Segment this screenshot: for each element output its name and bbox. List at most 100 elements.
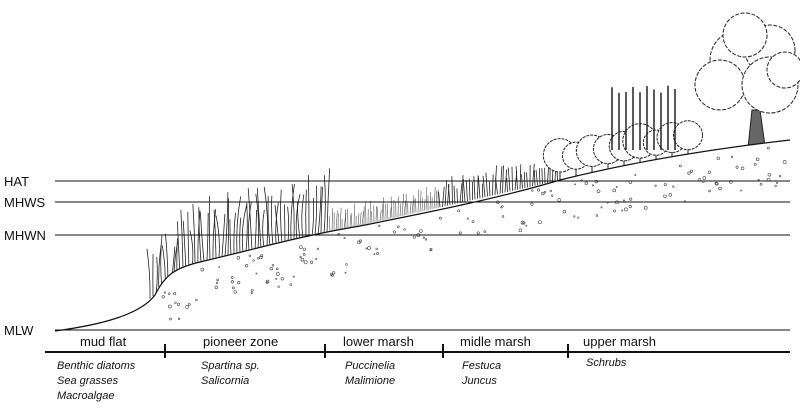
soil-dot	[375, 247, 379, 251]
soil-dot	[231, 286, 235, 290]
grass	[314, 185, 318, 236]
soil-dot	[522, 221, 526, 225]
soil-dot	[756, 157, 760, 161]
soil-dot	[299, 255, 302, 259]
soil-dot	[373, 253, 376, 256]
grass	[328, 216, 331, 233]
soil-dot	[260, 254, 264, 258]
soil-dot	[476, 231, 480, 235]
soil-dot	[245, 264, 249, 268]
species: Salicornia	[201, 375, 249, 387]
grass	[345, 209, 347, 229]
soil-dot	[779, 175, 782, 178]
soil-dot	[422, 236, 425, 239]
soil-dot	[466, 217, 469, 220]
level-label: HAT	[4, 174, 29, 189]
soil-dot	[269, 267, 273, 271]
species: Benthic diatoms	[57, 360, 136, 372]
grass	[245, 202, 248, 252]
tree-trunk	[747, 109, 766, 149]
soil-dot	[584, 181, 588, 185]
soil-dot	[663, 194, 667, 198]
rush	[459, 183, 463, 203]
soil-dot	[668, 193, 673, 197]
rush	[526, 172, 528, 188]
soil-dot	[173, 292, 177, 296]
rush	[511, 166, 513, 191]
grass	[155, 256, 158, 295]
soil-dot	[596, 189, 601, 194]
soil-dot	[714, 181, 718, 186]
species: Festuca	[462, 360, 501, 372]
grass	[254, 209, 257, 250]
grass	[274, 204, 280, 245]
soil-dot	[557, 198, 561, 202]
soil-dot	[740, 189, 743, 192]
grass	[415, 198, 417, 213]
rush	[506, 177, 508, 192]
grass	[262, 209, 265, 248]
rush	[465, 179, 468, 202]
soil-dot	[218, 266, 221, 268]
soil-dot	[612, 209, 616, 213]
grass	[270, 195, 274, 246]
grass	[241, 203, 248, 253]
grass	[311, 197, 315, 237]
grass	[386, 203, 389, 220]
grass	[213, 209, 217, 259]
soil-dot	[300, 257, 305, 262]
grass	[375, 206, 377, 222]
soil-dot	[629, 197, 633, 201]
grass	[160, 235, 163, 290]
rush	[515, 166, 518, 190]
soil-dot	[250, 292, 253, 295]
soil-dot	[728, 180, 733, 184]
soil-dot	[367, 246, 371, 250]
ground-profile	[54, 139, 791, 332]
soil-dot	[628, 204, 632, 209]
soil-dot	[708, 189, 711, 193]
soil-dot	[275, 267, 279, 271]
soil-dot	[412, 235, 416, 239]
soil-dot	[292, 275, 295, 278]
grass	[361, 210, 365, 226]
soil-dot	[230, 276, 234, 279]
rush	[456, 188, 458, 204]
grass	[208, 196, 211, 260]
soil-dot	[471, 220, 475, 223]
soil-dot	[595, 214, 599, 217]
soil-dot	[215, 281, 219, 285]
grass	[247, 188, 253, 251]
soil-dot	[690, 169, 694, 173]
soil-dot	[168, 304, 172, 309]
soil-dot	[577, 216, 580, 219]
species: Macroalgae	[57, 390, 114, 402]
grass	[275, 202, 279, 245]
rush	[453, 185, 456, 204]
soil-dot	[531, 189, 534, 192]
soil-dot	[715, 182, 719, 186]
rush	[477, 175, 479, 199]
soil-dot	[343, 236, 346, 240]
grass	[301, 194, 305, 239]
grass	[371, 211, 373, 223]
soil-dot	[574, 183, 576, 186]
soil-dot	[775, 181, 778, 184]
grass	[435, 190, 437, 209]
rush	[538, 168, 541, 185]
soil-dot	[419, 229, 423, 233]
soil-dot	[767, 172, 772, 177]
soil-dot	[458, 231, 462, 235]
grass	[267, 196, 271, 247]
grass	[233, 212, 236, 255]
grass	[256, 188, 262, 249]
grass	[376, 206, 379, 222]
soil-dot	[365, 247, 368, 250]
soil-dot	[500, 206, 503, 209]
soil-dot	[271, 264, 275, 267]
soil-dot	[591, 184, 594, 187]
grass	[236, 196, 242, 254]
grass	[206, 213, 209, 261]
level-label: MHWN	[4, 228, 46, 243]
soil-dot	[187, 303, 191, 306]
